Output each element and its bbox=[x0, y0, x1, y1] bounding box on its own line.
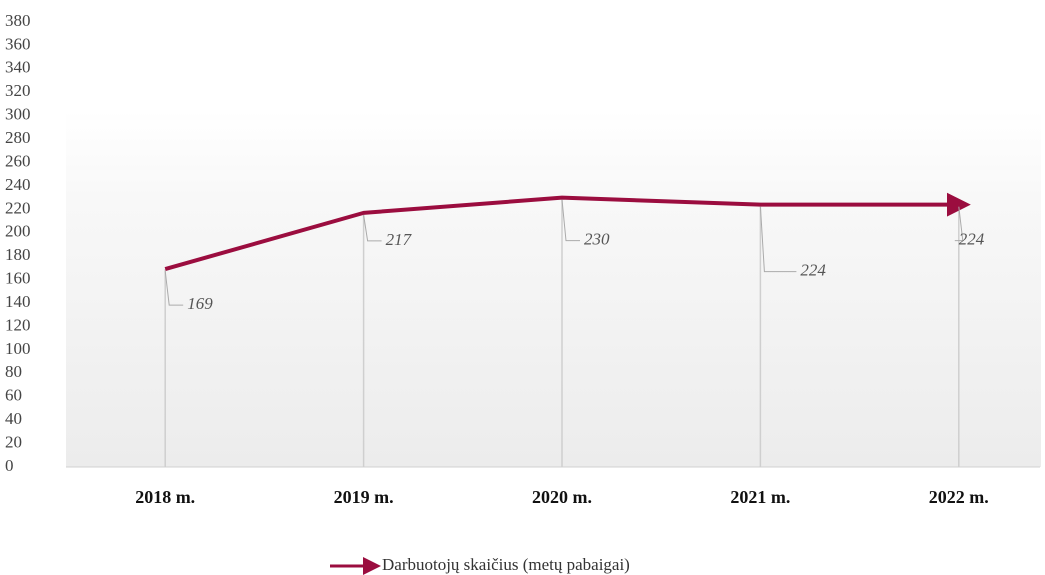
y-tick-label: 220 bbox=[5, 198, 31, 217]
leader-line bbox=[759, 206, 797, 273]
y-tick-label: 60 bbox=[5, 386, 22, 405]
x-tick-label: 2019 m. bbox=[334, 487, 394, 507]
y-tick-label: 0 bbox=[5, 456, 14, 475]
y-tick-label: 120 bbox=[5, 315, 31, 334]
x-tick-label: 2018 m. bbox=[135, 487, 195, 507]
y-tick-label: 40 bbox=[5, 409, 22, 428]
leader-line bbox=[561, 199, 580, 242]
data-label: 230 bbox=[584, 230, 610, 249]
x-tick-label: 2020 m. bbox=[532, 487, 592, 507]
y-tick-label: 260 bbox=[5, 151, 31, 170]
y-tick-label: 180 bbox=[5, 245, 31, 264]
leader-line bbox=[954, 206, 964, 242]
y-tick-label: 380 bbox=[5, 11, 31, 30]
data-label: 169 bbox=[187, 294, 213, 313]
plot-background bbox=[66, 110, 1041, 467]
y-tick-label: 340 bbox=[5, 58, 31, 77]
y-tick-label: 20 bbox=[5, 432, 22, 451]
y-tick-label: 200 bbox=[5, 222, 31, 241]
y-tick-label: 300 bbox=[5, 105, 31, 124]
legend-label: Darbuotojų skaičius (metų pabaigai) bbox=[382, 555, 630, 574]
data-label: 217 bbox=[386, 230, 413, 249]
y-tick-label: 320 bbox=[5, 81, 31, 100]
y-tick-label: 280 bbox=[5, 128, 31, 147]
y-tick-label: 80 bbox=[5, 362, 22, 381]
leader-line bbox=[164, 271, 184, 306]
y-tick-label: 360 bbox=[5, 34, 31, 53]
data-label: 224 bbox=[800, 261, 826, 280]
x-tick-label: 2021 m. bbox=[730, 487, 790, 507]
data-label: 224 bbox=[959, 230, 985, 249]
series-line bbox=[164, 192, 971, 272]
leader-line bbox=[363, 214, 382, 242]
y-tick-label: 140 bbox=[5, 292, 31, 311]
y-tick-label: 160 bbox=[5, 269, 31, 288]
y-tick-label: 100 bbox=[5, 339, 31, 358]
y-tick-label: 240 bbox=[5, 175, 31, 194]
x-tick-label: 2022 m. bbox=[929, 487, 989, 507]
